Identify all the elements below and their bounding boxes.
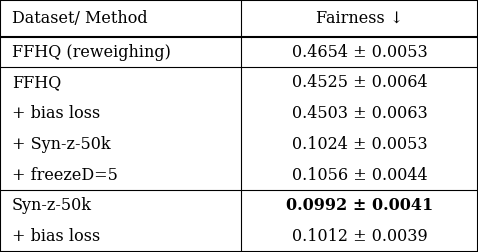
Text: 0.1056 ± 0.0044: 0.1056 ± 0.0044 [292,167,427,183]
Text: 0.4525 ± 0.0064: 0.4525 ± 0.0064 [292,74,427,91]
Text: + bias loss: + bias loss [12,228,100,245]
Text: 0.1012 ± 0.0039: 0.1012 ± 0.0039 [292,228,427,245]
Text: Syn-z-50k: Syn-z-50k [12,197,92,214]
Text: 0.4503 ± 0.0063: 0.4503 ± 0.0063 [292,105,427,122]
Text: FFHQ: FFHQ [12,74,61,91]
Text: 0.1024 ± 0.0053: 0.1024 ± 0.0053 [292,136,427,153]
Text: + bias loss: + bias loss [12,105,100,122]
Text: Fairness ↓: Fairness ↓ [316,10,403,27]
Text: Dataset/ Method: Dataset/ Method [12,10,148,27]
Text: FFHQ (reweighing): FFHQ (reweighing) [12,44,171,60]
Text: + Syn-z-50k: + Syn-z-50k [12,136,110,153]
Text: + freezeD=5: + freezeD=5 [12,167,118,183]
Text: 0.0992 ± 0.0041: 0.0992 ± 0.0041 [286,197,434,214]
Text: 0.4654 ± 0.0053: 0.4654 ± 0.0053 [292,44,427,60]
